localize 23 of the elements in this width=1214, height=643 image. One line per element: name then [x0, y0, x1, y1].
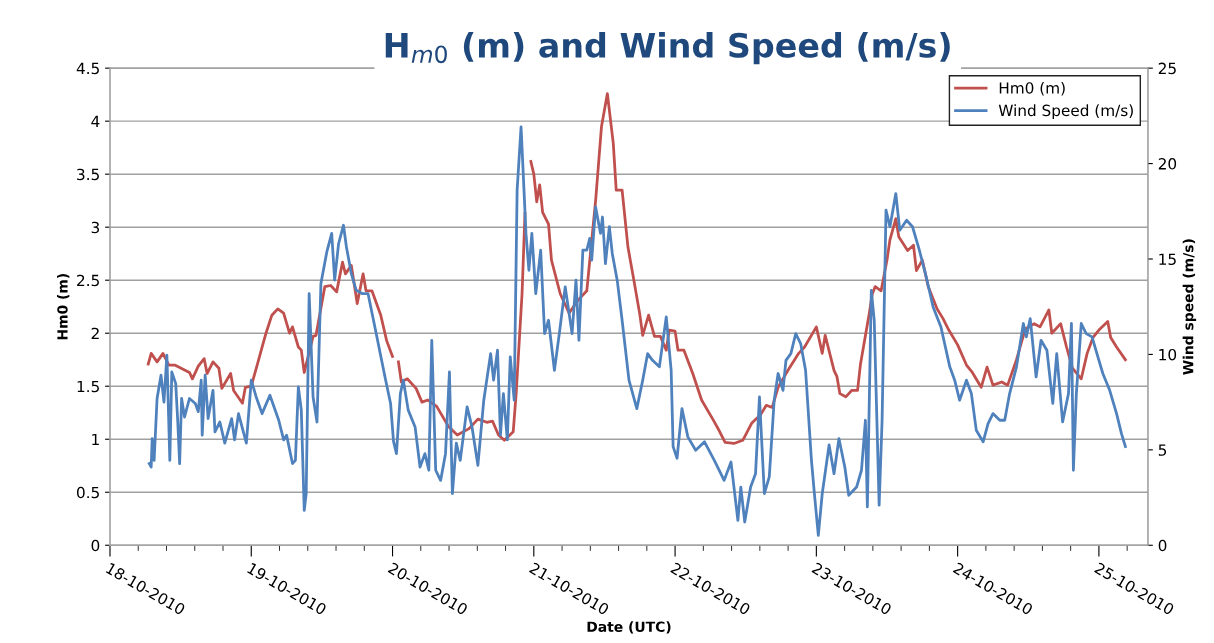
y-tick-label: 2	[91, 327, 99, 340]
legend-label: Hm0 (m)	[999, 81, 1065, 96]
y2-tick-label: 20	[1158, 158, 1177, 170]
x-axis-title: Date (UTC)	[587, 621, 671, 634]
y-tick-label: 1.5	[77, 380, 99, 393]
y2-tick-label: 25	[1158, 62, 1176, 75]
y-tick-label: 0.5	[76, 486, 99, 499]
y-tick-label: 1	[92, 433, 99, 446]
y-tick-label: 0	[91, 539, 100, 552]
y-axis-title: Hm0 (m)	[56, 274, 70, 340]
legend-label: Wind Speed (m/s)	[998, 104, 1133, 120]
y-tick-label: 4	[91, 115, 100, 127]
y-tick-label: 2.5	[77, 274, 99, 287]
y2-tick-label: 10	[1159, 348, 1177, 361]
y2-tick-label: 0	[1158, 539, 1167, 552]
y2-axis-title: Wind speed (m/s)	[1182, 239, 1197, 375]
y2-tick-label: 15	[1159, 253, 1176, 266]
y-tick-label: 4.5	[76, 62, 99, 75]
y-tick-label: 3	[91, 221, 100, 234]
y2-tick-label: 5	[1158, 444, 1167, 456]
chart-title: H$_{m0}$ (m) and Wind Speed (m/s)	[385, 32, 950, 65]
line-series	[147, 125, 1127, 537]
y-tick-label: 3.5	[77, 168, 99, 181]
